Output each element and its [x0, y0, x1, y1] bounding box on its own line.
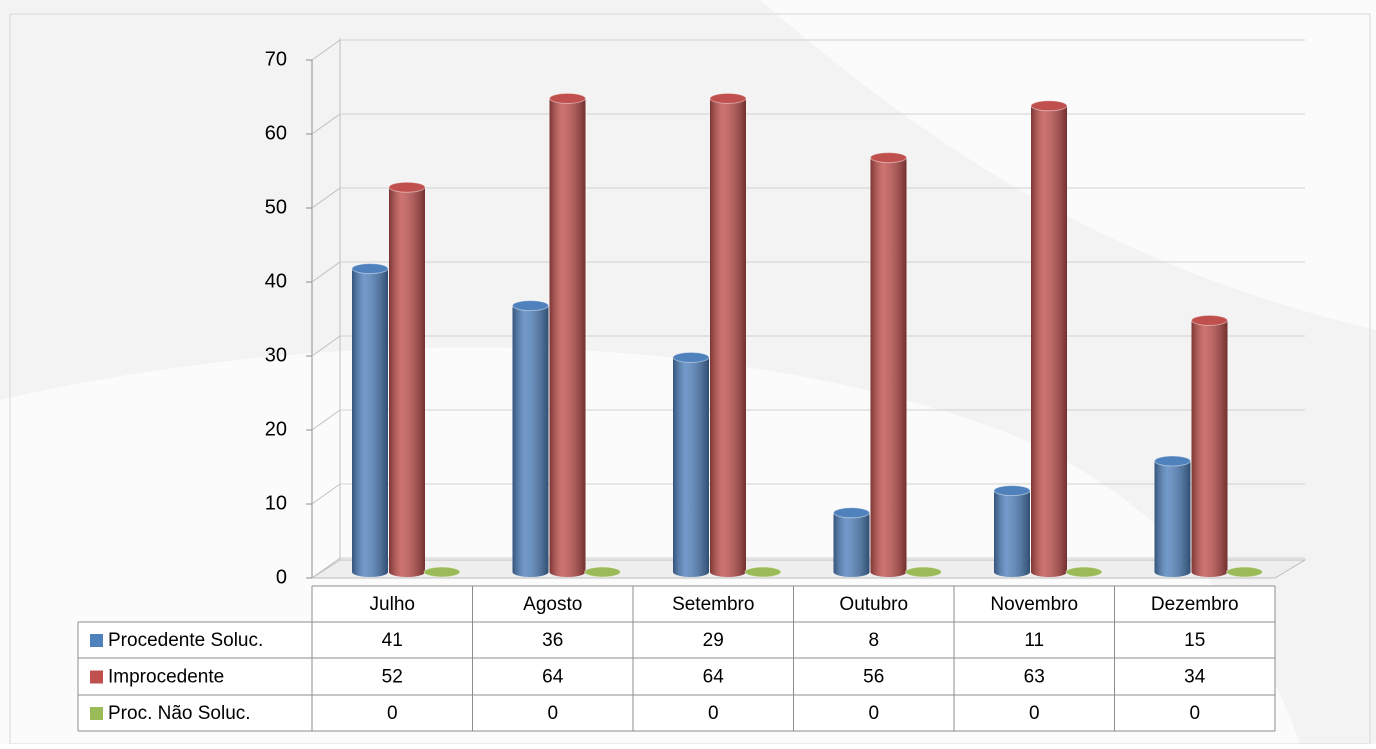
x-tick-label: Novembro [990, 594, 1078, 615]
cylinder-shade [1154, 461, 1191, 577]
grid-connector [311, 187, 341, 209]
cylinder-top [1030, 100, 1068, 112]
legend-key [90, 670, 103, 684]
cylinder-top [833, 507, 870, 519]
x-tick-label: Agosto [523, 594, 582, 615]
cylinder-shade [549, 98, 586, 578]
cylinder-shade [710, 98, 746, 578]
legend-label: Proc. Não Soluc. [108, 703, 251, 724]
y-tick-label: 10 [265, 492, 287, 514]
legend-label: Improcedente [108, 667, 224, 688]
table-cell: 0 [387, 703, 398, 724]
cylinder-shade [994, 490, 1030, 577]
legend-key [90, 707, 103, 720]
cylinder-top [512, 300, 549, 312]
cylinder-top [993, 485, 1031, 497]
table-cell: 11 [1024, 630, 1044, 651]
table-cell: 0 [547, 703, 558, 724]
cylinder-top [423, 566, 461, 578]
cylinder-top [1154, 455, 1191, 467]
cylinder-shade [389, 187, 425, 577]
table-cell: 63 [1024, 667, 1045, 688]
plot: 0 10 20 30 40 50 60 70 Julho 41 52 0 Agosto 36 64 0 Sete… [77, 39, 1305, 732]
table-cell: 64 [542, 667, 564, 688]
x-tick-label: Julho [370, 594, 415, 615]
grid-connector [311, 557, 341, 579]
table-cell: 34 [1184, 667, 1206, 688]
cylinder-shade [673, 357, 709, 577]
cylinder-top [870, 152, 907, 164]
grid-connector [311, 113, 341, 135]
table-cell: 0 [1029, 703, 1040, 724]
cylinder-shade [512, 305, 549, 577]
table-cell: 8 [868, 630, 879, 651]
y-tick-label: 30 [265, 344, 287, 366]
table-cell: 52 [382, 667, 403, 688]
y-tick-label: 20 [265, 418, 287, 440]
legend-label: Procedente Soluc. [108, 630, 263, 651]
cylinder-shade [1191, 320, 1228, 577]
table-background [78, 622, 312, 731]
table-cell: 15 [1184, 630, 1205, 651]
x-tick-label: Outubro [839, 594, 908, 615]
table-cell: 56 [863, 667, 884, 688]
cylinder-top [351, 263, 389, 275]
table-cell: 0 [868, 703, 879, 724]
table-cell: 0 [708, 703, 719, 724]
table-cell: 41 [382, 630, 403, 651]
y-tick-label: 60 [265, 122, 287, 144]
grid-connector [311, 39, 341, 61]
cylinder-top [744, 566, 782, 578]
cylinder-top [1065, 566, 1103, 578]
x-tick-label: Dezembro [1151, 594, 1239, 615]
grid-connector [311, 335, 341, 357]
table-cell: 64 [703, 667, 725, 688]
cylinder-shade [870, 157, 907, 577]
cylinder-shade [833, 512, 870, 577]
table-cell: 0 [1189, 703, 1200, 724]
grid-connector [311, 409, 341, 431]
cylinder-top [584, 566, 621, 578]
grid-connector [311, 483, 341, 505]
table-cell: 36 [542, 630, 563, 651]
cylinder-top [388, 181, 426, 193]
cylinder-shade [1031, 105, 1067, 578]
cylinder-top [549, 92, 586, 104]
y-tick-label: 40 [265, 270, 287, 292]
y-tick-label: 0 [276, 566, 287, 588]
cylinder-top [1191, 314, 1228, 326]
x-tick-label: Setembro [672, 594, 754, 615]
cylinder-top [905, 566, 942, 578]
background-swoosh [760, 0, 1376, 330]
table-cell: 29 [703, 630, 724, 651]
cylinder-top [672, 351, 710, 363]
cylinder-top [709, 92, 747, 104]
cylinder-top [1226, 566, 1263, 578]
grid-connector [311, 261, 341, 283]
y-tick-label: 70 [265, 48, 287, 70]
y-tick-label: 50 [265, 196, 287, 218]
legend-key [90, 634, 103, 647]
cylinder-shade [352, 268, 388, 577]
